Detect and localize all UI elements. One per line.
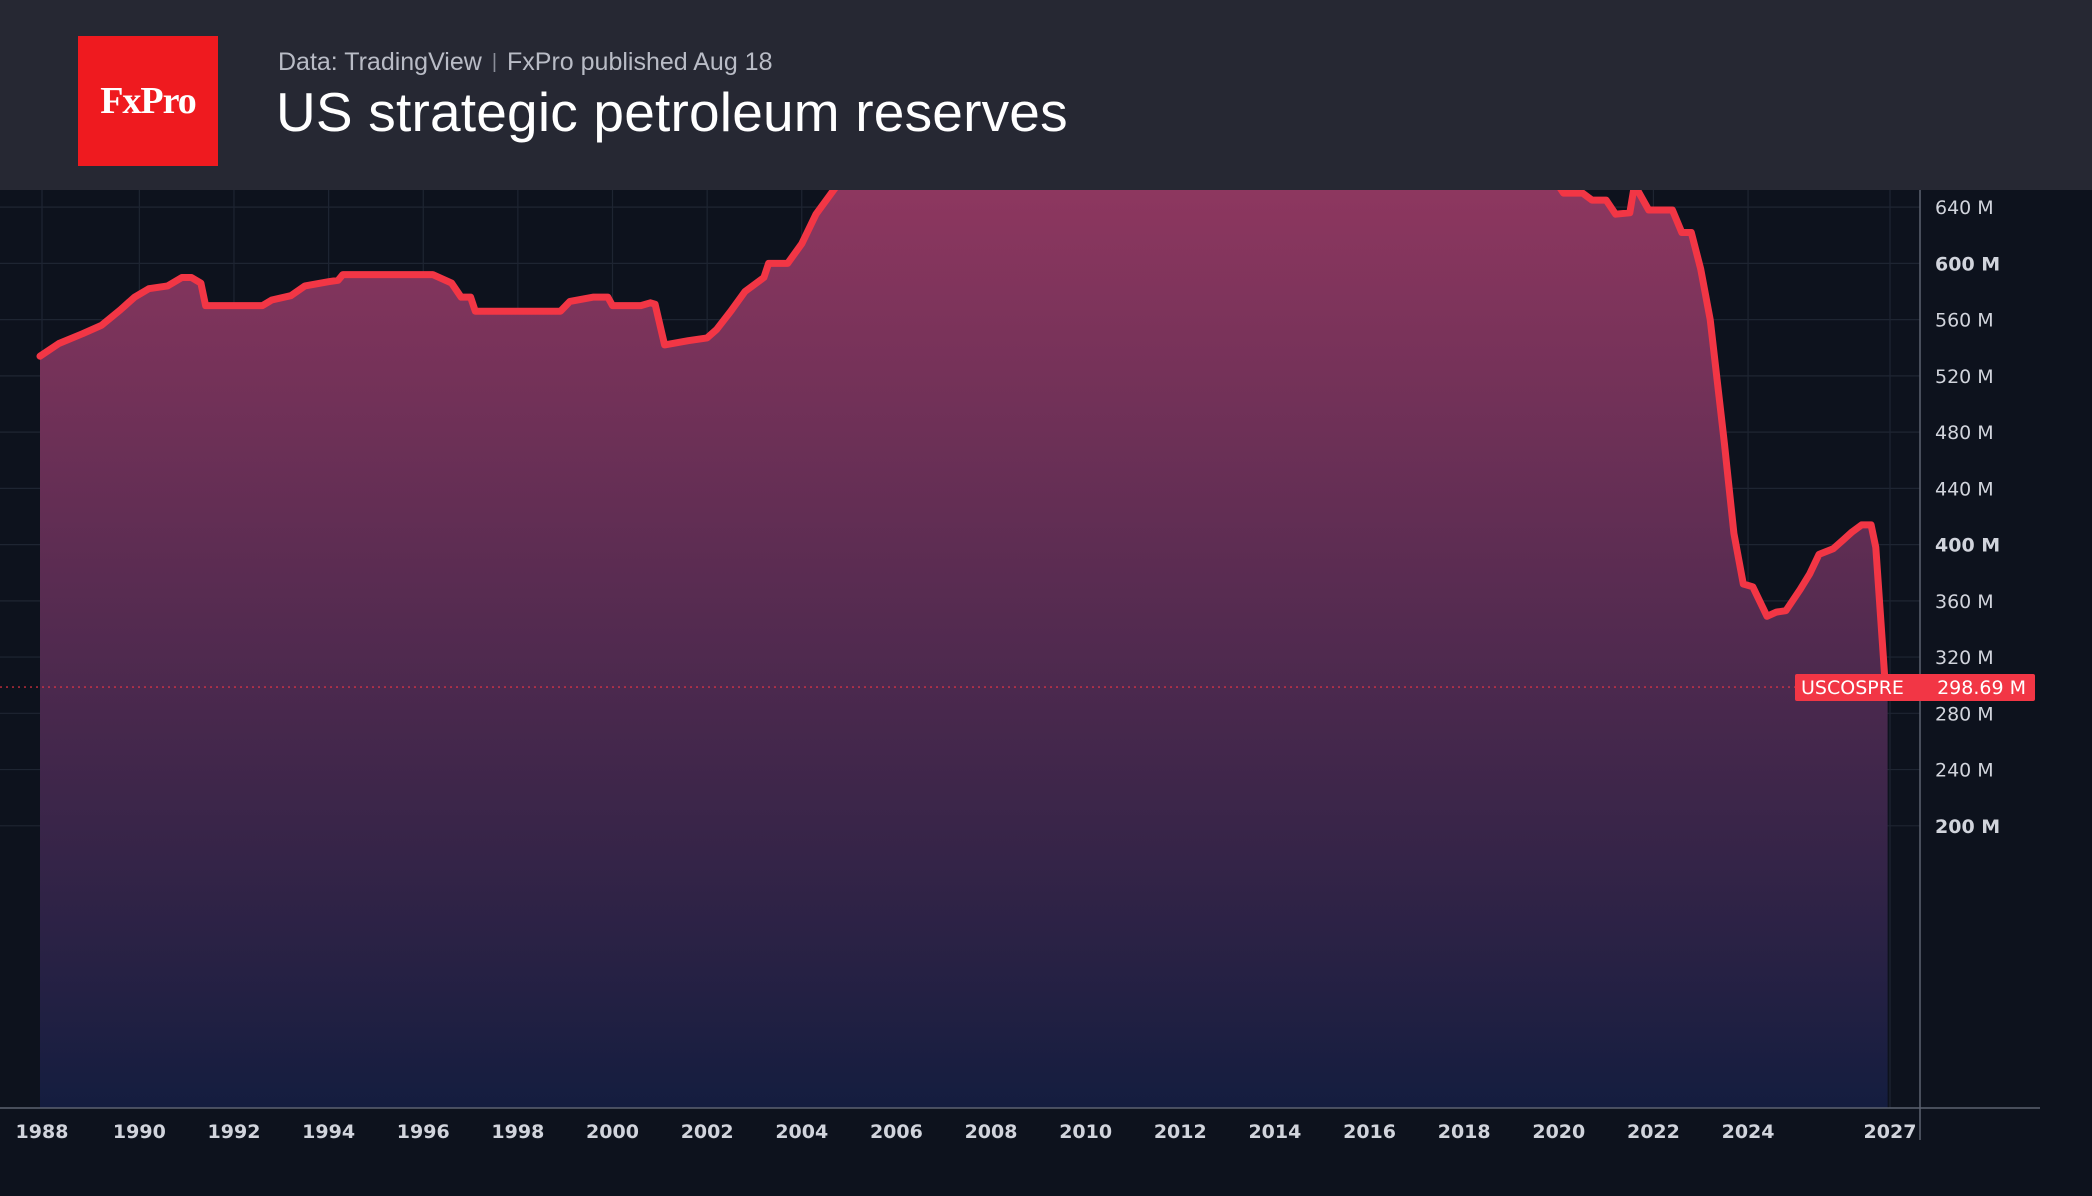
y-tick-label: 200 M <box>1935 816 2000 838</box>
chart-meta: Data: TradingView | FxPro published Aug 18 <box>278 48 773 77</box>
last-value-marker: USCOSPRE 298.69 M <box>0 674 2035 702</box>
y-tick-label: 520 M <box>1935 366 1994 388</box>
x-tick-label: 2016 <box>1343 1121 1396 1143</box>
meta-separator: | <box>491 51 498 73</box>
y-tick-label: 240 M <box>1935 760 1994 782</box>
chart-title: US strategic petroleum reserves <box>276 81 1068 143</box>
fxpro-logo: FxPro <box>78 36 218 166</box>
area-fill <box>40 190 1888 1108</box>
y-tick-label: 640 M <box>1935 197 1994 219</box>
chart-header: FxPro Data: TradingView | FxPro published … <box>0 0 2092 190</box>
y-tick-label: 360 M <box>1935 591 1994 613</box>
y-tick-label: 320 M <box>1935 647 1994 669</box>
y-tick-label: 560 M <box>1935 310 1994 332</box>
x-tick-label: 2006 <box>870 1121 923 1143</box>
y-tick-label: 440 M <box>1935 478 1994 500</box>
y-tick-label: 480 M <box>1935 422 1994 444</box>
axes <box>0 190 2040 1140</box>
x-tick-label: 1994 <box>302 1121 355 1143</box>
x-tick-label: 2002 <box>681 1121 734 1143</box>
x-tick-label: 1996 <box>397 1121 450 1143</box>
x-tick-label: 2014 <box>1248 1121 1301 1143</box>
plot-area <box>36 190 1892 1108</box>
x-tick-label: 2018 <box>1438 1121 1491 1143</box>
x-tick-label: 2024 <box>1722 1121 1775 1143</box>
x-axis-labels: 1988 1990 1992 1994 1996 1998 2000 2002 2004 2006… <box>16 1121 1917 1143</box>
y-tick-label: 600 M <box>1935 253 2000 275</box>
x-tick-label: 2000 <box>586 1121 639 1143</box>
data-source: Data: TradingView <box>278 48 482 76</box>
series-name-label: USCOSPRE <box>1801 677 1904 699</box>
logo-text: FxPro <box>100 80 197 122</box>
x-tick-label: 2022 <box>1627 1121 1680 1143</box>
y-tick-label: 400 M <box>1935 535 2000 557</box>
y-tick-label: 280 M <box>1935 703 1994 725</box>
publisher-info: FxPro published Aug 18 <box>507 48 773 76</box>
series-line <box>36 190 1892 691</box>
last-value-badge <box>1795 674 2035 702</box>
x-tick-label: 1992 <box>208 1121 261 1143</box>
x-tick-label: 2010 <box>1059 1121 1112 1143</box>
x-tick-label: 2004 <box>775 1121 828 1143</box>
x-tick-label: 2020 <box>1532 1121 1585 1143</box>
x-tick-label: 1988 <box>16 1121 69 1143</box>
x-tick-label: 1990 <box>113 1121 166 1143</box>
last-value-label: 298.69 M <box>1937 677 2026 699</box>
x-tick-label: 2012 <box>1154 1121 1207 1143</box>
x-tick-label: 2027 <box>1864 1121 1917 1143</box>
x-tick-label: 2008 <box>965 1121 1018 1143</box>
x-tick-label: 1998 <box>491 1121 544 1143</box>
